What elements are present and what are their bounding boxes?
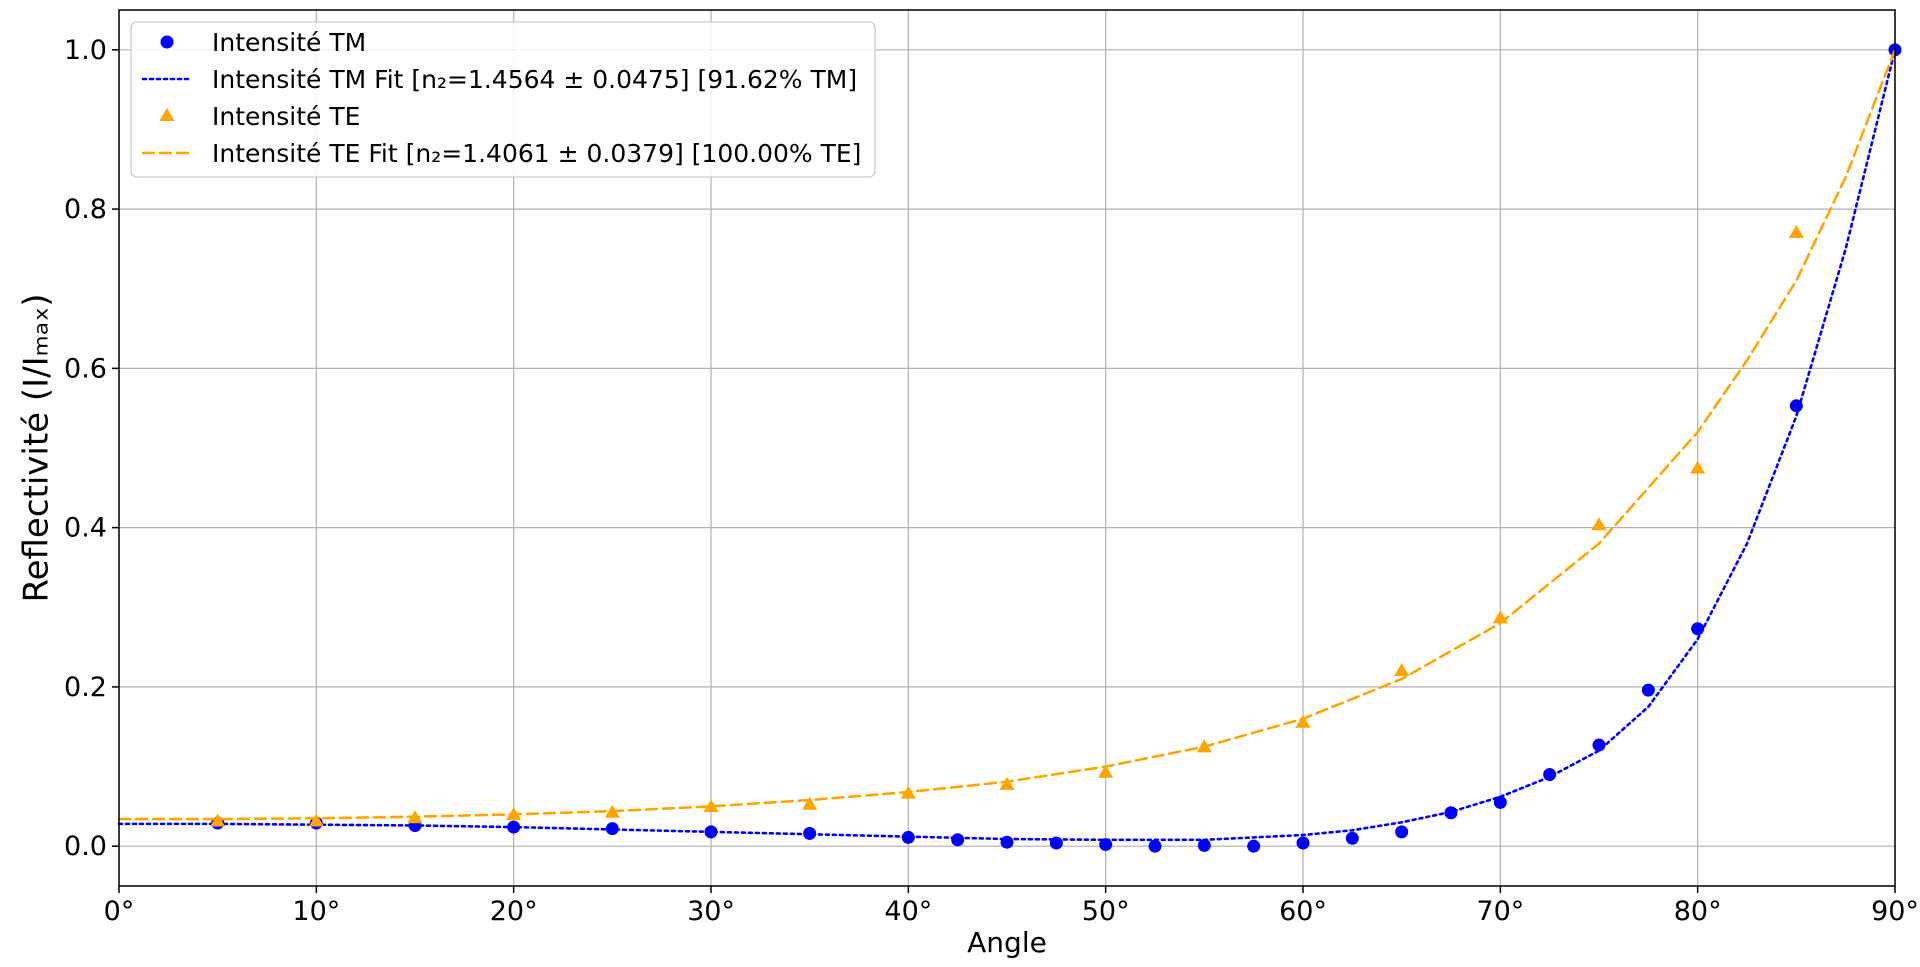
data-point (1788, 224, 1804, 238)
data-point (1296, 836, 1310, 850)
x-tick-label: 20° (490, 896, 538, 927)
legend-label: Intensité TE (212, 102, 360, 131)
x-tick-label: 0° (104, 896, 135, 927)
data-point (1098, 764, 1114, 778)
data-point (1099, 838, 1113, 852)
y-axis-title: Reflectivité (I/Iₘₐₓ) (17, 293, 57, 602)
data-point (1492, 610, 1508, 624)
series-2 (210, 224, 1804, 827)
x-tick-label: 30° (687, 896, 735, 927)
legend-item: Intensité TE Fit [n₂=1.4061 ± 0.0379] [1… (141, 139, 861, 168)
x-tick-label: 70° (1476, 896, 1524, 927)
fit-line (117, 48, 1897, 821)
data-point (1591, 517, 1607, 531)
data-point (1690, 460, 1706, 474)
data-point (802, 796, 818, 810)
legend-label: Intensité TE Fit [n₂=1.4061 ± 0.0379] [1… (212, 139, 861, 168)
data-point (1641, 683, 1655, 697)
legend-marker-swatch (159, 108, 175, 121)
x-tick-label: 50° (1082, 896, 1130, 927)
x-tick-label: 40° (884, 896, 932, 927)
series-3 (117, 48, 1897, 821)
x-tick-label: 10° (292, 896, 340, 927)
plot-frame (118, 9, 1896, 887)
x-tick-label: 90° (1871, 896, 1919, 927)
legend-box (130, 21, 876, 178)
y-tick-label: 0.2 (64, 672, 107, 703)
legend-label: Intensité TM Fit [n₂=1.4564 ± 0.0475] [9… (212, 65, 857, 94)
data-point (210, 813, 226, 827)
x-tick-label: 80° (1674, 896, 1722, 927)
legend-item: Intensité TE (159, 102, 360, 131)
data-point (1197, 838, 1211, 852)
legend-item: Intensité TM (160, 28, 366, 57)
x-axis-title: Angle (967, 926, 1047, 959)
legend-marker-swatch (160, 35, 174, 49)
legend: Intensité TM Intensité TM Fit [n₂=1.4564 … (130, 21, 876, 178)
data-point (1295, 714, 1311, 728)
data-point (1247, 839, 1261, 853)
series-layer (117, 43, 1902, 853)
x-axis: 0° 10° 20° 30° 40° 50° 60° 70° 80° 90° (104, 886, 1919, 927)
data-point (1444, 806, 1458, 820)
series-1 (117, 48, 1897, 842)
data-point (1592, 738, 1606, 752)
data-point (803, 826, 817, 840)
y-tick-label: 0.6 (64, 353, 107, 384)
data-point (951, 833, 965, 847)
data-point (901, 830, 915, 844)
y-tick-label: 0.4 (64, 513, 107, 544)
data-point (308, 813, 324, 827)
data-point (1395, 825, 1409, 839)
data-point (1394, 662, 1410, 676)
data-point (999, 776, 1015, 790)
legend-label: Intensité TM (212, 28, 366, 57)
data-point (1148, 839, 1162, 853)
x-tick-label: 60° (1279, 896, 1327, 927)
legend-item: Intensité TM Fit [n₂=1.4564 ± 0.0475] [9… (141, 65, 857, 94)
y-tick-label: 0.0 (64, 831, 107, 862)
y-tick-label: 1.0 (64, 35, 107, 66)
data-point (1345, 831, 1359, 845)
fit-line (117, 48, 1897, 842)
y-tick-label: 0.8 (64, 194, 107, 225)
y-axis: 0.0 0.2 0.4 0.6 0.8 1.0 (64, 35, 119, 862)
data-point (703, 799, 719, 813)
